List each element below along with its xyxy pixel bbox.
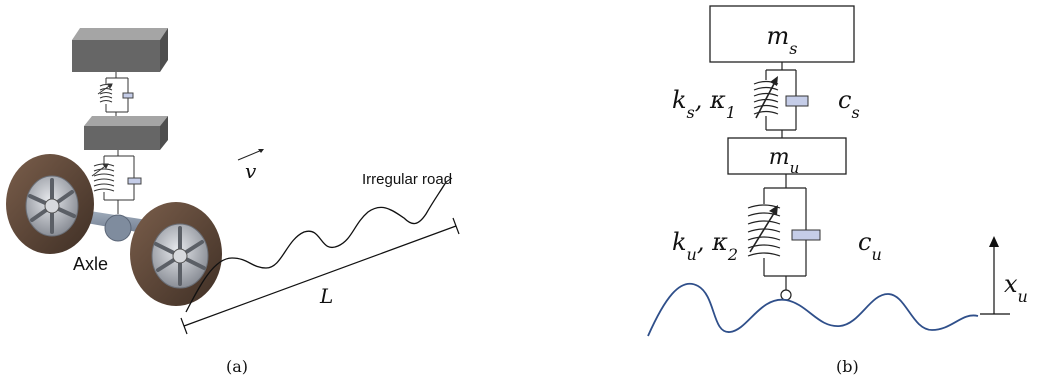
upper-damper-label: cs [838, 86, 860, 122]
axle-label: Axle [73, 254, 108, 274]
unsprung-mass-label: mu [769, 145, 800, 177]
lower-spring-coil [93, 163, 115, 192]
caption-b: (b) [836, 357, 859, 376]
axle-joint [104, 214, 132, 242]
left-wheel [6, 154, 94, 254]
upper-body-block [72, 28, 168, 72]
caption-a: (a) [226, 357, 248, 376]
displacement-arrow [980, 244, 1010, 315]
unsprung-mass-block [727, 137, 847, 175]
right-wheel [130, 202, 222, 306]
lower-suspension-unit [91, 150, 142, 214]
lower-body-block [84, 116, 168, 150]
length-label: L [319, 284, 333, 308]
panel-a: v Irregular road Axle L (a) [6, 28, 460, 376]
upper-damper-piston [785, 95, 809, 107]
road-label-leader [445, 177, 453, 183]
velocity-label: v [245, 159, 257, 183]
upper-spring-arrow [755, 79, 777, 119]
road-profile-wave [647, 283, 979, 337]
sprung-mass-label: ms [767, 22, 798, 58]
displacement-label: xu [1004, 270, 1028, 306]
panel-b: ms ks, κ1 cs mu [647, 5, 1028, 376]
road-contact-wheel [780, 289, 792, 301]
lower-damper-piston [791, 229, 821, 241]
upper-spring-damper [753, 62, 797, 138]
velocity-arrow [237, 149, 264, 161]
length-dimension [180, 217, 460, 335]
upper-damper [122, 92, 134, 99]
sprung-mass-block [709, 5, 855, 63]
lower-spring-arrow [749, 209, 777, 253]
lower-spring-damper [747, 174, 807, 301]
upper-suspension-unit [97, 72, 134, 118]
road-label: Irregular road [362, 171, 452, 188]
upper-spring-label: ks, κ1 [672, 86, 736, 122]
irregular-road-profile [185, 181, 447, 313]
lower-spring-label: ku, κ2 [672, 228, 738, 264]
displacement-arrowhead [989, 236, 999, 247]
lower-damper [127, 177, 142, 185]
lower-damper-label: cu [858, 228, 882, 264]
